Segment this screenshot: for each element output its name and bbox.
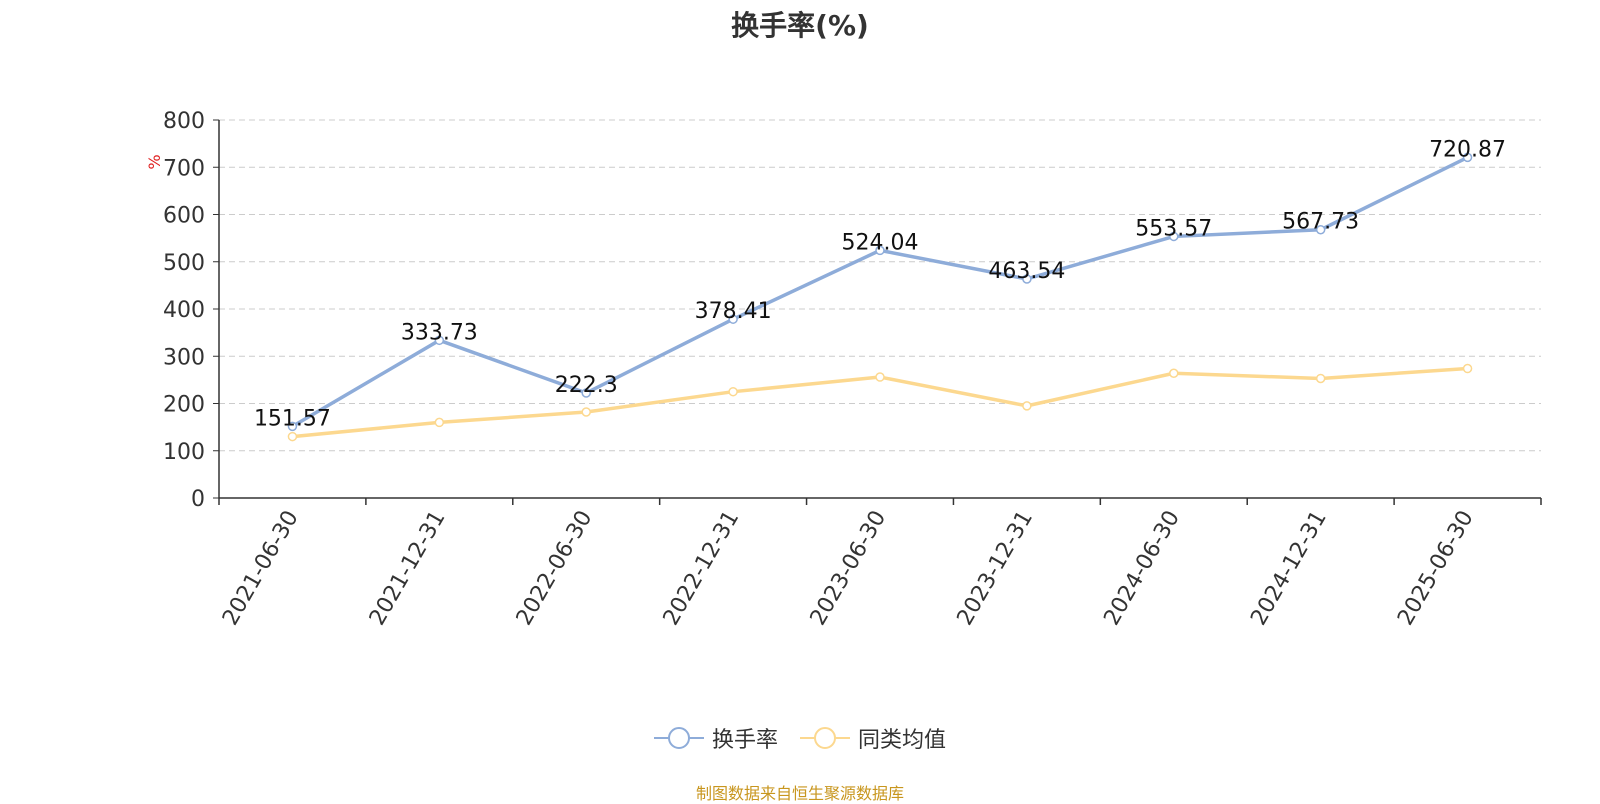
axis-layer: 0 100 200 300 400 500 600 700 800% 2021-06-30 2021…: [145, 109, 1542, 630]
data-point: [875, 372, 885, 382]
data-label: 524.04: [842, 230, 919, 255]
data-point: [728, 386, 738, 397]
data-label: 720.87: [1429, 137, 1506, 162]
data-point: [1315, 224, 1326, 235]
legend-label-turnover: 换手率: [711, 728, 778, 753]
data-point: [581, 407, 591, 417]
data-point: [875, 245, 885, 256]
legend-marker-turnover: [653, 727, 704, 749]
data-point: [1315, 373, 1326, 384]
data-point: [287, 421, 298, 432]
data-label: 151.57: [254, 406, 331, 431]
data-point: [1462, 363, 1473, 374]
data-label: 463.54: [988, 259, 1065, 284]
data-point: [434, 335, 445, 346]
series-line: [291, 155, 1469, 428]
data-label: 222.3: [555, 373, 618, 398]
y-tick-label: 300: [163, 345, 205, 370]
legend-label-peer-average: 同类均值: [858, 728, 947, 753]
x-tick-label: 2022-06-30: [512, 507, 598, 630]
data-point: [1169, 231, 1179, 242]
x-tick-label: 2022-12-31: [659, 507, 745, 630]
legend: 换手率 同类均值: [0, 722, 1600, 754]
y-tick-label: 700: [163, 156, 205, 181]
grid-layer: [219, 119, 1541, 452]
data-point: [1022, 401, 1032, 411]
y-tick-label: 0: [191, 487, 205, 512]
y-tick-label: 600: [163, 204, 205, 229]
data-point: [434, 417, 445, 428]
y-tick-label: 400: [163, 298, 205, 323]
x-tick-label: 2023-12-31: [953, 507, 1039, 630]
label-layer: 151.57 333.73 222.3 378.41 524.04 463.54 553.5…: [254, 137, 1506, 431]
x-tick-label: 2021-06-30: [218, 507, 304, 630]
data-label: 567.73: [1282, 210, 1359, 235]
y-tick-label: 500: [163, 251, 205, 276]
data-point: [728, 314, 738, 324]
x-tick-label: 2025-06-30: [1393, 507, 1479, 630]
legend-item-peer-average[interactable]: 同类均值: [800, 722, 946, 754]
y-tick-label: 200: [163, 393, 205, 418]
data-point: [1462, 152, 1473, 163]
data-point: [287, 431, 298, 442]
y-tick-label: 800: [163, 109, 205, 134]
legend-marker-peer-average: [800, 727, 850, 749]
data-label: 378.41: [695, 299, 772, 324]
x-tick-label: 2024-12-31: [1246, 507, 1332, 630]
x-tick-label: 2023-06-30: [806, 507, 892, 630]
y-tick-label: 100: [163, 440, 205, 465]
data-point: [581, 388, 591, 398]
series-layer: [287, 152, 1473, 442]
y-axis-label: %: [145, 154, 164, 169]
x-tick-label: 2021-12-31: [365, 507, 451, 630]
legend-item-turnover[interactable]: 换手率: [653, 722, 778, 754]
x-tick-label: 2024-06-30: [1099, 507, 1185, 630]
chart-title: 换手率(%): [731, 9, 869, 42]
data-label: 333.73: [401, 320, 478, 345]
data-point: [1022, 274, 1032, 284]
data-label: 553.57: [1135, 216, 1212, 241]
source-note: 制图数据来自恒生聚源数据库: [695, 784, 904, 803]
data-point: [1169, 368, 1179, 379]
